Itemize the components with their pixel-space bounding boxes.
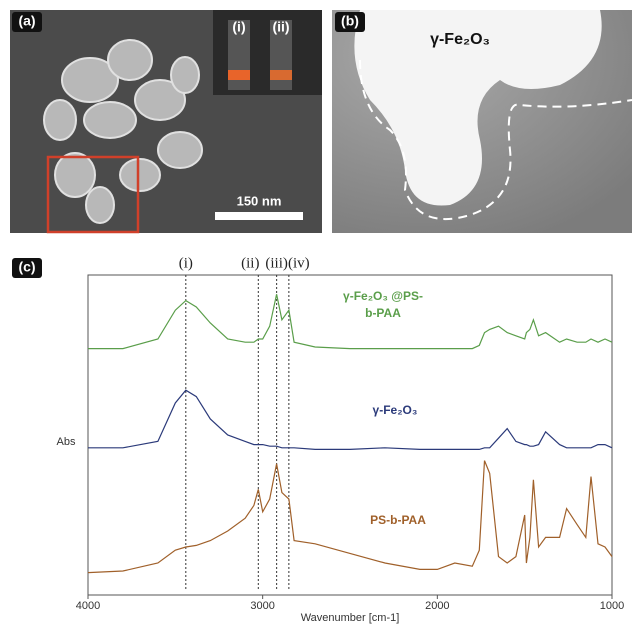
peak-label: (ii) <box>241 255 259 271</box>
series-label: PS-b-PAA <box>343 512 453 529</box>
inset-label: (ii) <box>272 19 289 35</box>
peak-label: (iv) <box>288 255 310 271</box>
x-tick-label: 2000 <box>425 600 449 612</box>
panel-title: γ-Fe₂O₃ <box>430 31 490 48</box>
series-label: γ-Fe₂O₃ <box>340 402 450 419</box>
spectrum-line <box>88 390 612 449</box>
y-axis-label: Abs <box>57 436 76 448</box>
series-label: γ-Fe₂O₃ @PS-b-PAA <box>343 288 423 322</box>
x-tick-label: 3000 <box>250 600 274 612</box>
panel-label: (a) <box>18 13 35 29</box>
chart: (a) (i) (ii) 150 nm (b) γ-Fe₂O₃ (c) Abs … <box>0 0 640 627</box>
panel-label: (b) <box>341 13 359 29</box>
peak-label: (iii) <box>265 255 288 271</box>
plot-frame <box>88 275 612 595</box>
x-tick-label: 1000 <box>600 600 624 612</box>
scale-bar-label: 150 nm <box>237 193 282 208</box>
panel-label: (c) <box>18 259 35 275</box>
inset-label: (i) <box>232 19 245 35</box>
x-tick-label: 4000 <box>76 600 100 612</box>
figure: (a) (i) (ii) 150 nm (b) γ-Fe₂O₃ (c) Abs … <box>0 0 640 627</box>
peak-label: (i) <box>179 255 193 271</box>
x-axis-label: Wavenumber [cm-1] <box>301 612 400 624</box>
